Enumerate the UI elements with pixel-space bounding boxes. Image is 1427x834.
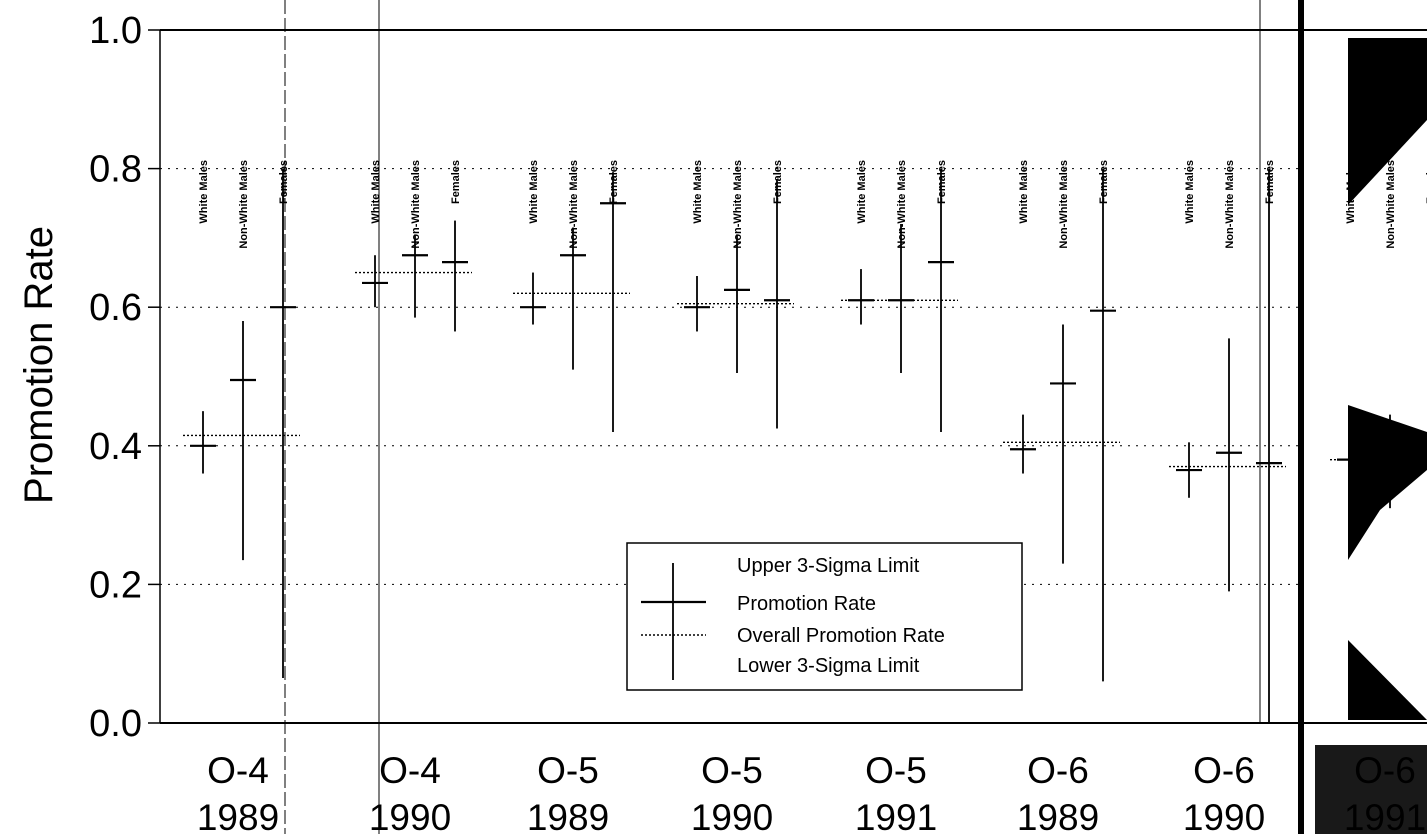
legend-item-label: Lower 3-Sigma Limit — [737, 655, 920, 677]
member-label: Non-White Males — [238, 160, 250, 249]
category-label-year: 1990 — [691, 797, 773, 834]
dark-artifact-mid — [1348, 405, 1427, 560]
category-group: O-6 1990 White Males Non-White Males Females — [1169, 160, 1286, 834]
reference-grid — [160, 168, 1300, 585]
member-label: Females — [608, 160, 620, 204]
y-tick-label: 0.0 — [89, 703, 142, 745]
member-label: Females — [1098, 160, 1110, 204]
member-label: White Males — [1184, 160, 1196, 224]
legend: Upper 3-Sigma Limit Promotion Rate Overall… — [626, 542, 1023, 691]
category-label-year: 1990 — [1183, 797, 1265, 834]
category-group: O-4 1989 White Males Non-White Males Females — [183, 160, 300, 834]
y-tick-label: 0.4 — [89, 426, 142, 468]
category-label-year: 1989 — [527, 797, 609, 834]
legend-item-label: Overall Promotion Rate — [737, 625, 945, 647]
member-label: White Males — [198, 160, 210, 224]
category-group: O-4 1990 White Males Non-White Males Females — [355, 160, 472, 834]
axes — [159, 0, 1427, 834]
y-tick-label: 0.6 — [89, 287, 142, 329]
dark-artifact-label — [1315, 745, 1427, 834]
member-label: White Males — [370, 160, 382, 224]
dark-artifact-top — [1348, 38, 1427, 205]
member-label: Females — [772, 160, 784, 204]
category-group: O-5 1989 White Males Non-White Males Females — [513, 160, 630, 834]
member-label: Females — [450, 160, 462, 204]
member-label: Non-White Males — [410, 160, 422, 249]
category-label-grade: O-4 — [379, 750, 441, 791]
member-label: Non-White Males — [1224, 160, 1236, 249]
y-tick-label: 1.0 — [89, 10, 142, 52]
category-label-grade: O-5 — [865, 750, 927, 791]
dark-artifact-bottom — [1348, 640, 1427, 720]
category-group: O-6 1989 White Males Non-White Males Females — [1003, 160, 1120, 834]
y-tick-label: 0.2 — [89, 564, 142, 606]
category-label-grade: O-5 — [701, 750, 763, 791]
category-label-year: 1991 — [855, 797, 937, 834]
category-label-year: 1990 — [369, 797, 451, 834]
member-label: Non-White Males — [732, 160, 744, 249]
dark-scan-artifact — [1298, 0, 1427, 834]
member-label: Non-White Males — [896, 160, 908, 249]
member-label: White Males — [528, 160, 540, 224]
member-label: Females — [936, 160, 948, 204]
y-tick-labels: 0.0 0.2 0.4 0.6 0.8 1.0 — [89, 10, 160, 745]
category-label-year: 1989 — [197, 797, 279, 834]
member-label: White Males — [692, 160, 704, 224]
category-label-grade: O-4 — [207, 750, 269, 791]
member-label: Females — [1264, 160, 1276, 204]
category-label-grade: O-6 — [1193, 750, 1255, 791]
member-label: Females — [278, 160, 290, 204]
y-axis-label: Promotion Rate — [17, 226, 61, 504]
dark-edge — [1298, 0, 1304, 834]
category-label-grade: O-5 — [537, 750, 599, 791]
category-groups: O-4 1989 White Males Non-White Males Females… — [183, 160, 1427, 834]
member-label: Females — [1425, 160, 1427, 204]
member-label: Non-White Males — [568, 160, 580, 249]
category-group: O-5 1990 White Males Non-White Males Females — [677, 160, 794, 834]
member-label: Non-White Males — [1058, 160, 1070, 249]
category-group: O-5 1991 White Males Non-White Males Females — [841, 160, 958, 834]
member-label: White Males — [1018, 160, 1030, 224]
member-label: Non-White Males — [1385, 160, 1397, 249]
category-label-grade: O-6 — [1027, 750, 1089, 791]
member-label: White Males — [856, 160, 868, 224]
category-label-year: 1989 — [1017, 797, 1099, 834]
legend-item-label: Promotion Rate — [737, 593, 876, 615]
y-tick-label: 0.8 — [89, 149, 142, 191]
legend-item-label: Upper 3-Sigma Limit — [737, 555, 920, 577]
legend-box — [626, 542, 1023, 691]
